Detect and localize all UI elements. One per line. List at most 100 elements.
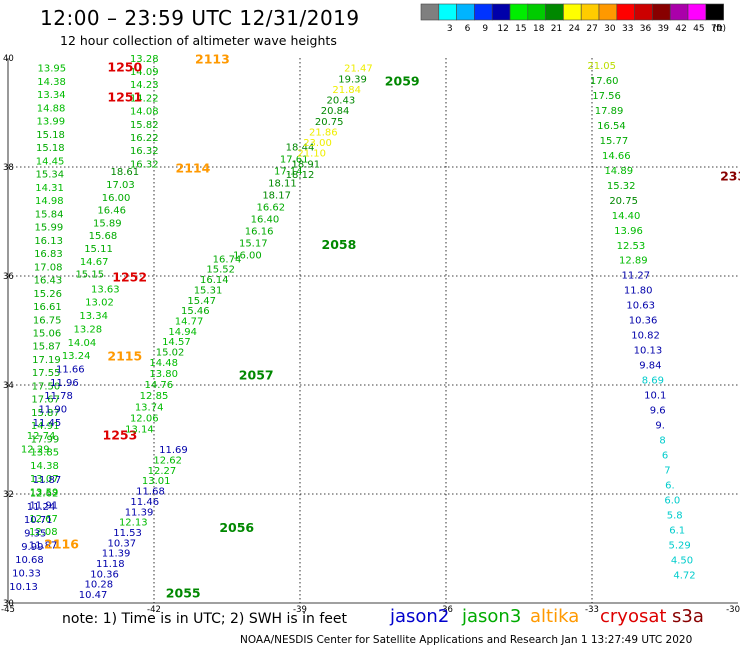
wave-height-value: 21.10 bbox=[297, 149, 326, 160]
wave-height-value: 13.34 bbox=[37, 90, 66, 101]
wave-height-value: 13.02 bbox=[85, 298, 114, 309]
wave-height-value: 12.53 bbox=[617, 241, 646, 252]
wave-height-value: 17.61 bbox=[280, 155, 309, 166]
legend-unit-label: (ft) bbox=[712, 24, 726, 34]
wave-height-value: 11.87 bbox=[33, 475, 62, 486]
wave-height-value: 18.17 bbox=[262, 191, 291, 202]
pass-number-label: 1252 bbox=[112, 269, 147, 284]
wave-height-value: 16.16 bbox=[245, 227, 274, 238]
wave-height-value: 10.37 bbox=[107, 538, 136, 549]
wave-height-value: 11.90 bbox=[38, 405, 67, 416]
wave-height-value: 16.32 bbox=[130, 146, 159, 157]
wave-height-value: 13.34 bbox=[79, 311, 108, 322]
wave-height-value: 14.76 bbox=[145, 380, 174, 391]
wave-height-value: 10.1 bbox=[644, 391, 666, 402]
wave-height-value: 11.18 bbox=[96, 559, 125, 570]
wave-height-value: 14.77 bbox=[175, 317, 204, 328]
wave-height-value: 13.28 bbox=[130, 54, 159, 65]
wave-height-value: 14.38 bbox=[37, 77, 66, 88]
wave-height-value: 17.50 bbox=[32, 381, 61, 392]
legend-tick-label: 33 bbox=[622, 24, 633, 34]
x-tick-label: -42 bbox=[147, 605, 161, 615]
x-tick-label: -36 bbox=[439, 605, 453, 615]
wave-height-value: 15.52 bbox=[206, 265, 235, 276]
wave-height-value: 9.84 bbox=[639, 361, 661, 372]
wave-height-value: 18.44 bbox=[286, 143, 315, 154]
pass-number-label: 2058 bbox=[322, 237, 357, 252]
wave-height-value: 21.84 bbox=[332, 85, 361, 96]
legend-tick-label: 27 bbox=[586, 24, 597, 34]
pass-number-label: 2113 bbox=[195, 51, 230, 66]
wave-height-value: 6. bbox=[665, 481, 675, 492]
wave-height-value: 15.46 bbox=[181, 306, 210, 317]
wave-height-value: 14.89 bbox=[604, 166, 633, 177]
wave-height-value: 14.48 bbox=[149, 358, 178, 369]
satellite-pass-track: 16.7415.5216.1415.3115.4715.4614.7714.94… bbox=[149, 254, 273, 382]
wave-height-value: 12.85 bbox=[140, 391, 169, 402]
wave-height-value: 10.33 bbox=[12, 569, 41, 580]
satellite-legend-jason2: jason2 bbox=[390, 606, 450, 627]
wave-height-value: 16.54 bbox=[597, 121, 626, 132]
wave-height-value: 11.87 bbox=[29, 540, 58, 551]
wave-height-value: 20.84 bbox=[321, 106, 350, 117]
wave-height-value: 9.99 bbox=[21, 542, 43, 553]
legend-tick-label: 12 bbox=[497, 24, 508, 34]
wave-height-value: 11.68 bbox=[136, 487, 165, 498]
wave-height-value: 15.32 bbox=[607, 181, 636, 192]
wave-height-value: 12.89 bbox=[619, 256, 648, 267]
wave-height-value: 17.08 bbox=[34, 262, 63, 273]
wave-height-value: 17.56 bbox=[592, 91, 621, 102]
wave-height-value: 16.32 bbox=[130, 159, 159, 170]
satellite-legend-altika: altika bbox=[530, 606, 580, 627]
wave-height-value: 10.36 bbox=[629, 316, 658, 327]
pass-number-label: 1253 bbox=[103, 428, 138, 443]
x-tick-label: -30 bbox=[726, 605, 740, 615]
wave-height-value: 19.39 bbox=[338, 74, 367, 85]
wave-height-value: 12.06 bbox=[130, 414, 159, 425]
wave-height-value: 13.28 bbox=[73, 324, 102, 335]
wave-height-value: 6.0 bbox=[664, 496, 680, 507]
wave-height-value: 13.59 bbox=[30, 487, 59, 498]
wave-height-value: 11.39 bbox=[125, 507, 154, 518]
pass-number-label: 2115 bbox=[107, 348, 142, 363]
wave-height-value: 15.26 bbox=[33, 289, 62, 300]
wave-height-value: 18.11 bbox=[268, 179, 297, 190]
wave-height-value: 10.28 bbox=[84, 580, 113, 591]
x-tick-label: -39 bbox=[293, 605, 307, 615]
wave-height-value: 12.13 bbox=[119, 518, 148, 529]
wave-height-value: 8.69 bbox=[642, 376, 664, 387]
wave-height-value: 13.80 bbox=[149, 369, 178, 380]
wave-height-value: 12.67 bbox=[29, 514, 58, 525]
page-title: 12:00 – 23:59 UTC 12/31/2019 bbox=[40, 6, 360, 30]
legend-tick-label: 45 bbox=[693, 24, 704, 34]
satellite-pass-track: 13.63 13.02 13.34 13.28 14.04 13.24 11.66 11.96… bbox=[21, 269, 147, 455]
satellite-pass-track: 18.4417.6117.1418.1118.1716.6216.4016.16… bbox=[233, 143, 356, 262]
wave-height-value: 5.29 bbox=[668, 541, 690, 552]
wave-height-value: 12.27 bbox=[148, 466, 177, 477]
footer-note: note: 1) Time is in UTC; 2) SWH is in fe… bbox=[62, 611, 348, 627]
legend-tick-label: 24 bbox=[569, 24, 581, 34]
satellite-legend-cryosat: cryosat bbox=[600, 606, 667, 627]
wave-height-value: 12.29 bbox=[21, 445, 50, 456]
wave-height-value: 16.74 bbox=[213, 254, 242, 265]
wave-height-value: 10.47 bbox=[79, 590, 108, 601]
wave-height-value: 14.04 bbox=[68, 338, 97, 349]
wave-height-value: 11.53 bbox=[113, 528, 142, 539]
wave-height-value: 21.86 bbox=[309, 127, 338, 138]
wave-height-value: 15.87 bbox=[31, 408, 60, 419]
pass-number-label: 2059 bbox=[385, 73, 420, 88]
wave-height-value: 16.22 bbox=[130, 133, 159, 144]
wave-height-value: 14.31 bbox=[35, 183, 64, 194]
wave-height-value: 11.24 bbox=[27, 502, 56, 513]
wave-height-value: 17.03 bbox=[106, 180, 135, 191]
pass-number-label: 2056 bbox=[219, 520, 254, 535]
legend-tick-label: 70 bbox=[711, 24, 723, 34]
wave-height-value: 13.63 bbox=[91, 284, 120, 295]
wave-height-value: 6.1 bbox=[669, 526, 685, 537]
legend-tick-label: 42 bbox=[675, 24, 686, 34]
wave-height-value: 15.11 bbox=[84, 244, 113, 255]
wave-height-value: 14.22 bbox=[130, 93, 159, 104]
